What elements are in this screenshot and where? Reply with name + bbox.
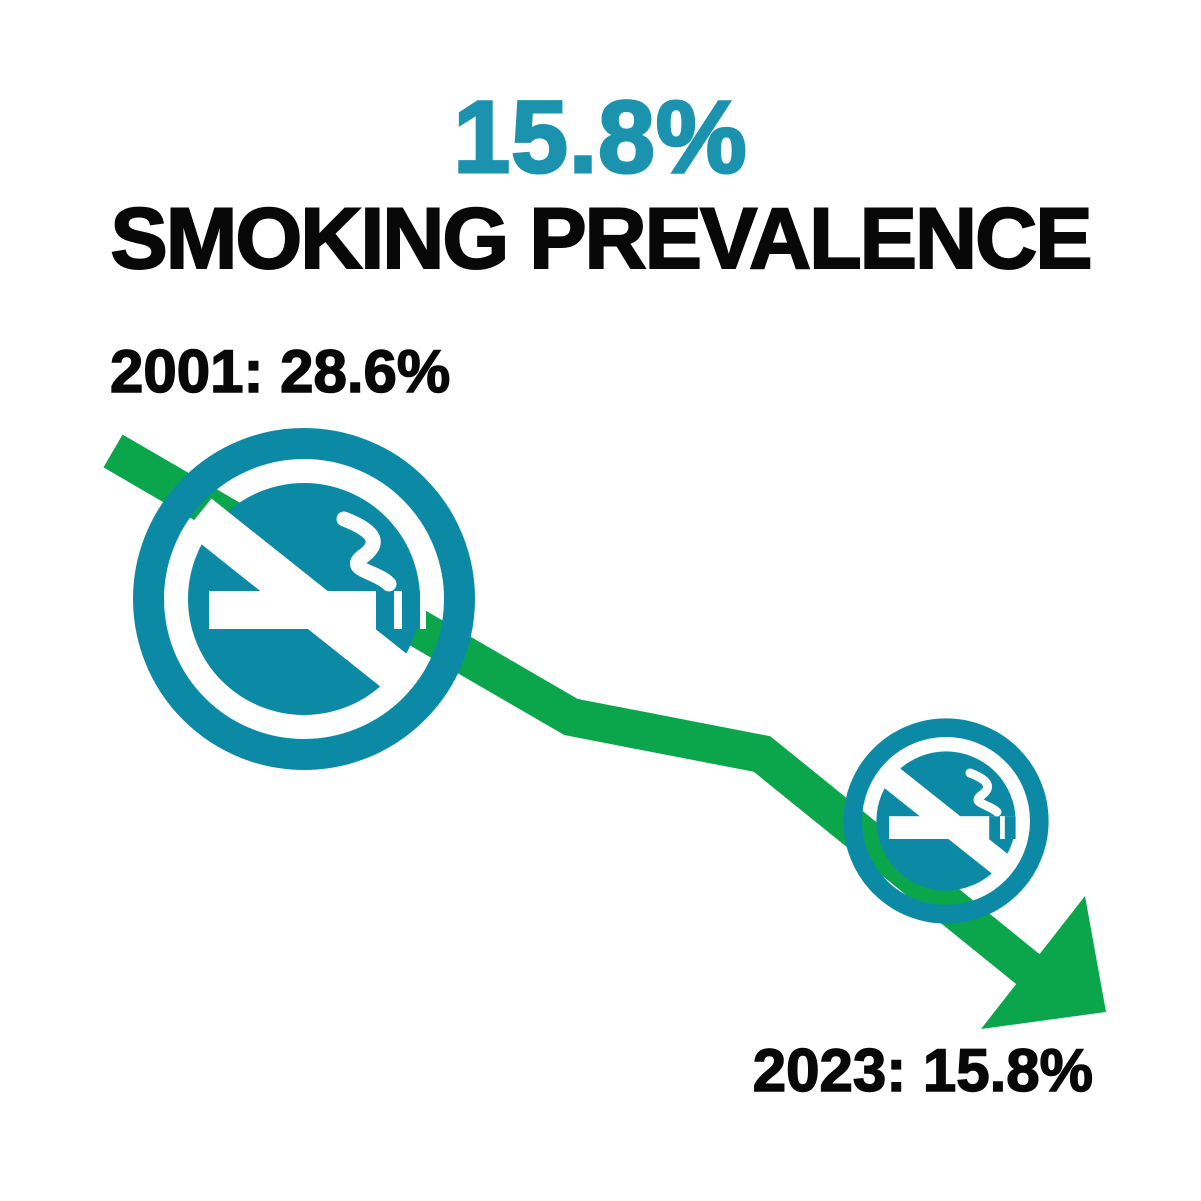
no-smoking-icon-small bbox=[853, 728, 1040, 915]
headline-percentage: 15.8% bbox=[452, 80, 748, 194]
start-year-label: 2001: 28.6% bbox=[109, 338, 451, 405]
trend-arrow-head bbox=[981, 896, 1106, 1029]
page-title: SMOKING PREVALENCE bbox=[109, 191, 1093, 287]
end-year-label: 2023: 15.8% bbox=[752, 1037, 1094, 1104]
no-smoking-icon-large bbox=[149, 444, 460, 755]
